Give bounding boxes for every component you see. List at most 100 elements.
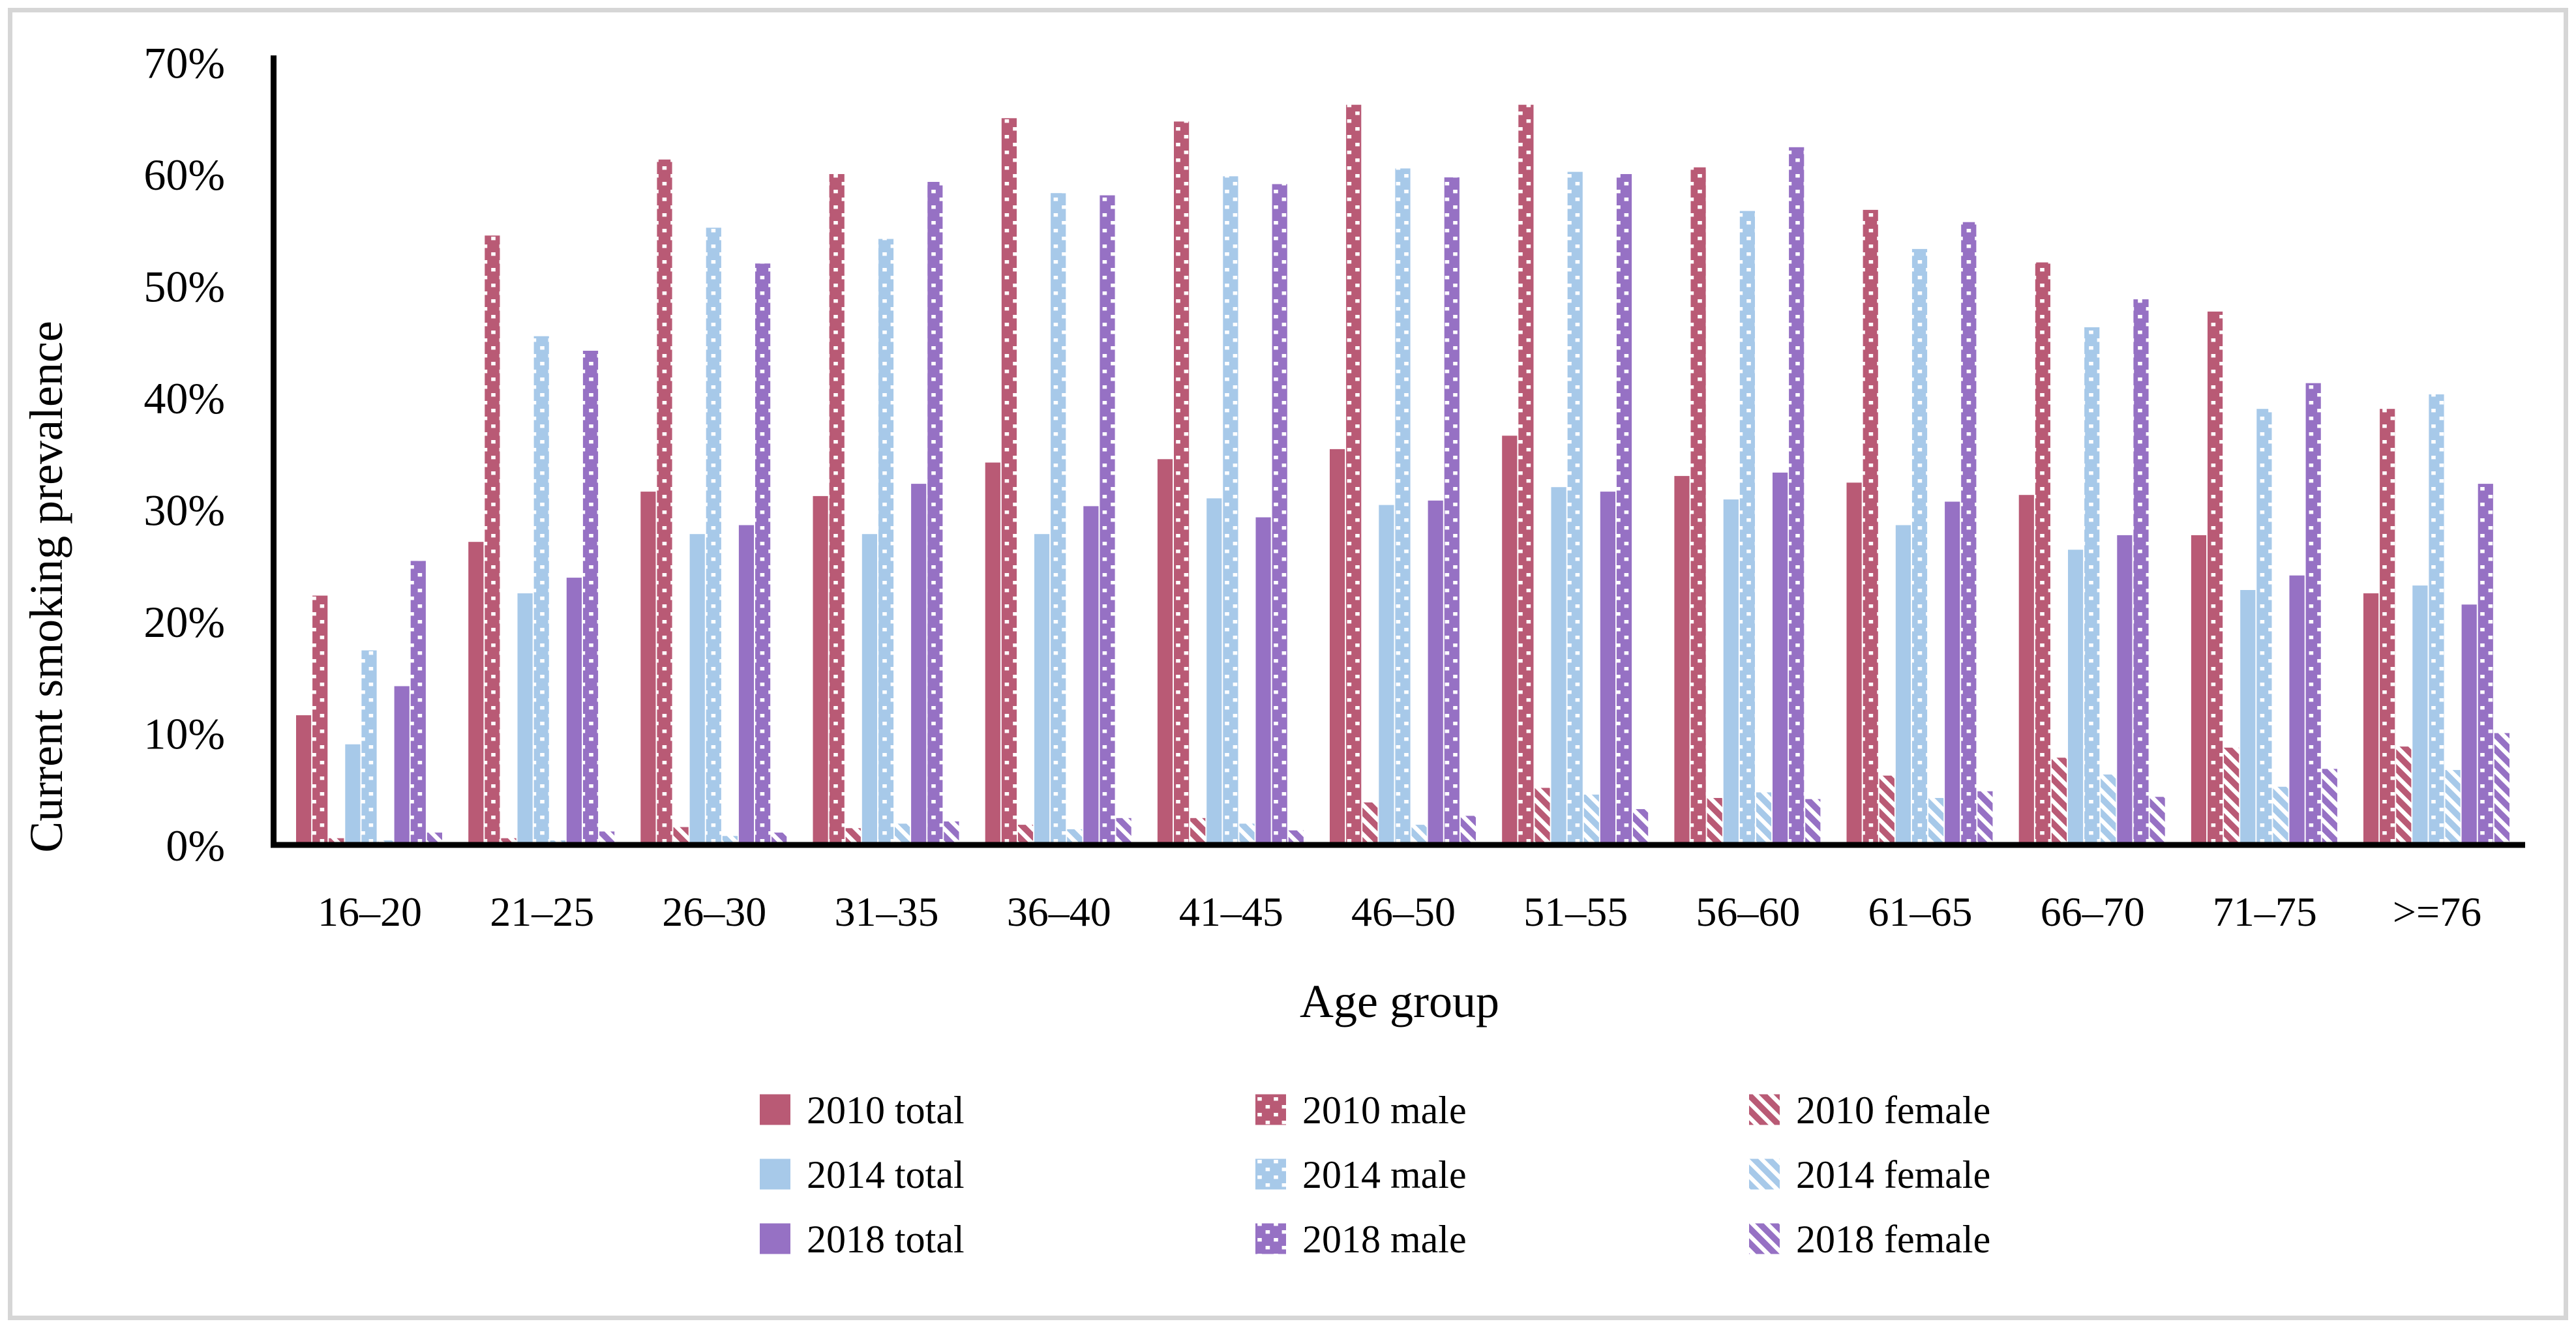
legend-label-2014-male: 2014 male — [1302, 1153, 1467, 1196]
bar — [1100, 195, 1115, 846]
bar — [1756, 792, 1772, 845]
bar — [1518, 104, 1534, 846]
bar — [944, 821, 959, 845]
bar — [2461, 604, 2477, 845]
bar — [1502, 435, 1518, 845]
bar — [2445, 770, 2461, 845]
bar — [911, 484, 927, 845]
y-tick-label: 10% — [143, 709, 225, 759]
legend-label-2014-total: 2014 total — [807, 1153, 965, 1196]
bar — [2191, 535, 2207, 845]
bar — [2273, 786, 2288, 845]
bar — [296, 715, 312, 845]
legend-swatch-2014-male — [1255, 1158, 1286, 1190]
bar — [1773, 472, 1788, 845]
x-axis-line — [271, 842, 2525, 848]
bar — [2018, 495, 2034, 845]
bar — [485, 235, 500, 845]
bar — [878, 239, 894, 845]
x-category-label: 26–30 — [662, 889, 766, 935]
bar — [1362, 802, 1378, 845]
bar — [2429, 394, 2444, 845]
bar — [1551, 487, 1566, 845]
legend-swatch-2010-female — [1749, 1094, 1780, 1125]
bar — [1535, 788, 1550, 845]
bar — [1789, 147, 1805, 845]
x-category-label: 71–75 — [2213, 889, 2317, 935]
bar — [1272, 184, 1287, 845]
bar — [657, 159, 672, 846]
legend-swatch-2018-female — [1749, 1223, 1780, 1254]
bar — [985, 462, 1000, 845]
legend-swatch-2010-total — [760, 1094, 790, 1125]
bar — [1411, 825, 1427, 845]
y-tick-labels: 0% 10% 20% 30% 40% 50% 60% 70% — [143, 38, 225, 871]
bar — [345, 744, 361, 845]
bar — [1255, 517, 1271, 845]
y-tick-label: 60% — [143, 150, 225, 199]
y-axis-title: Current smoking prevalence — [20, 321, 72, 853]
bar — [1051, 193, 1066, 845]
bar — [1739, 211, 1755, 846]
bar — [738, 525, 755, 845]
y-tick-label: 0% — [166, 821, 225, 870]
bar — [706, 228, 721, 845]
bar — [1895, 525, 1911, 845]
bar — [2478, 484, 2493, 845]
bar — [1583, 794, 1599, 845]
bar — [2380, 409, 2395, 845]
bar — [1460, 816, 1476, 845]
bar — [1879, 775, 1895, 845]
bar — [1911, 248, 1928, 845]
bar — [1567, 171, 1583, 846]
bar — [533, 336, 549, 845]
bar — [2363, 593, 2379, 845]
bar — [2305, 383, 2321, 845]
bar — [1001, 118, 1017, 846]
bar — [501, 838, 517, 845]
bar — [1034, 534, 1050, 845]
bar — [755, 263, 771, 845]
x-category-label: 56–60 — [1696, 889, 1800, 935]
bar — [1707, 798, 1722, 845]
bar — [2051, 758, 2067, 845]
bar — [1239, 823, 1255, 845]
x-category-labels: 16–20 21–25 26–30 31–35 36–40 41–45 46–50 51–55… — [318, 889, 2481, 935]
bar — [1067, 829, 1083, 845]
legend-swatch-2010-male — [1255, 1094, 1286, 1125]
x-category-label: 16–20 — [318, 889, 422, 935]
bar — [1805, 799, 1821, 845]
bar — [1083, 506, 1099, 845]
bar — [2035, 262, 2050, 845]
bar — [2208, 311, 2223, 845]
bar — [1223, 176, 1238, 845]
bar — [2494, 733, 2509, 845]
legend: 2010 total 2010 male 2010 female 2014 total… — [760, 1089, 1990, 1261]
y-tick-label: 40% — [143, 374, 225, 423]
x-category-label: 46–50 — [1351, 889, 1456, 935]
bar — [1444, 177, 1460, 846]
legend-label-2014-female: 2014 female — [1796, 1153, 1990, 1196]
bar — [1690, 167, 1706, 846]
bar — [312, 595, 328, 845]
bar — [2068, 550, 2084, 845]
legend-swatch-2014-total — [760, 1158, 790, 1190]
bar — [927, 182, 943, 845]
bar — [361, 650, 377, 845]
legend-label-2018-total: 2018 total — [807, 1218, 965, 1261]
legend-swatch-2018-male — [1255, 1223, 1286, 1254]
bar — [1945, 501, 1960, 845]
bar — [1616, 174, 1632, 845]
bar — [1206, 498, 1222, 845]
x-axis-title: Age group — [1300, 975, 1499, 1027]
bar — [2412, 585, 2428, 845]
bar — [1116, 818, 1131, 845]
bar — [1846, 482, 1862, 845]
bar — [1723, 499, 1739, 845]
x-category-label: 36–40 — [1007, 889, 1111, 935]
y-tick-label: 50% — [143, 262, 225, 312]
axis-layer — [271, 55, 2525, 848]
bar — [829, 174, 845, 845]
bar — [1346, 104, 1362, 846]
